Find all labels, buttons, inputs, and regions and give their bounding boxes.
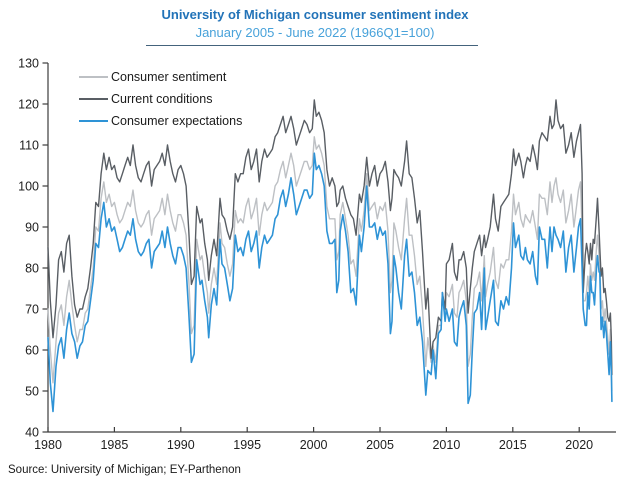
x-tick-label: 2005 [366,438,394,452]
y-tick-label: 100 [18,180,39,194]
x-tick-label: 2015 [499,438,527,452]
legend-item: Consumer sentiment [79,66,242,88]
page-subtitle: January 2005 - June 2022 (1966Q1=100) [195,25,435,40]
x-tick-label: 1990 [167,438,195,452]
y-tick-label: 60 [25,344,39,358]
title-underline [146,45,478,46]
legend-swatch [79,98,108,100]
y-tick-label: 130 [18,57,39,71]
legend-swatch [79,76,108,78]
legend-item: Consumer expectations [79,110,242,132]
x-tick-label: 2020 [565,438,593,452]
legend-label: Consumer expectations [111,114,243,128]
series-line-consumer-sentiment [47,136,613,392]
x-tick-label: 2010 [432,438,460,452]
y-tick-label: 120 [18,98,39,112]
y-tick-label: 110 [19,139,39,153]
y-tick-label: 70 [25,303,39,317]
legend-label: Current conditions [111,92,213,106]
x-tick-label: 2000 [300,438,328,452]
page-title: University of Michigan consumer sentimen… [161,7,469,22]
legend-swatch [79,120,108,122]
y-tick-label: 40 [25,426,39,440]
series-line-current-conditions [47,99,613,376]
legend-label: Consumer sentiment [111,70,227,84]
series-line-consumer-expectations [47,152,613,413]
source-note: Source: University of Michigan; EY-Parth… [8,464,241,476]
chart-canvas: 40 50 60 70 80 90 100 110 120 130 1980 1985 1990 1995… [18,57,616,452]
x-tick-label: 1985 [100,438,128,452]
x-tick-label: 1980 [34,438,62,452]
y-tick-label: 50 [25,385,39,399]
chart-header: University of Michigan consumer sentimen… [0,6,630,41]
x-tick-label: 1995 [233,438,261,452]
y-tick-label: 80 [25,262,39,276]
y-tick-label: 90 [25,221,39,235]
legend: Consumer sentiment Current conditions Co… [79,66,242,132]
legend-item: Current conditions [79,88,242,110]
